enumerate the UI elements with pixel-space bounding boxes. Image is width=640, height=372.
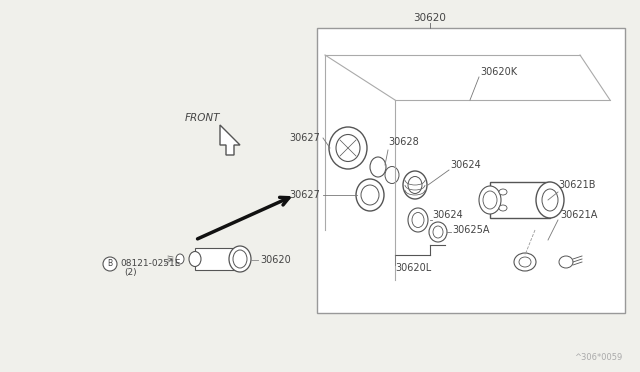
Text: 30624: 30624	[450, 160, 481, 170]
Text: 30621A: 30621A	[560, 210, 597, 220]
Text: 30620L: 30620L	[395, 263, 431, 273]
Bar	[490, 182, 550, 218]
Ellipse shape	[499, 189, 507, 195]
Text: 08121-0251E: 08121-0251E	[120, 260, 180, 269]
Text: 30624: 30624	[432, 210, 463, 220]
Ellipse shape	[403, 171, 427, 199]
Text: FRONT: FRONT	[185, 113, 221, 123]
Text: 30620K: 30620K	[480, 67, 517, 77]
Ellipse shape	[499, 205, 507, 211]
Ellipse shape	[370, 157, 386, 177]
Text: 30627: 30627	[289, 190, 320, 200]
Text: 30628: 30628	[388, 137, 419, 147]
Circle shape	[103, 257, 117, 271]
Ellipse shape	[361, 185, 379, 205]
Ellipse shape	[356, 179, 384, 211]
Bar	[195, 248, 240, 270]
Ellipse shape	[514, 253, 536, 271]
Ellipse shape	[229, 246, 251, 272]
Ellipse shape	[385, 167, 399, 183]
Ellipse shape	[233, 250, 247, 268]
Text: (2): (2)	[124, 269, 136, 278]
Ellipse shape	[429, 222, 447, 242]
Text: 30620: 30620	[260, 255, 291, 265]
Ellipse shape	[408, 208, 428, 232]
Ellipse shape	[542, 189, 558, 211]
Text: B: B	[108, 260, 113, 269]
Text: 30625A: 30625A	[452, 225, 490, 235]
Ellipse shape	[519, 257, 531, 267]
Ellipse shape	[433, 226, 443, 238]
Ellipse shape	[176, 254, 184, 264]
Ellipse shape	[408, 176, 422, 193]
Ellipse shape	[483, 191, 497, 209]
Ellipse shape	[189, 251, 201, 266]
Polygon shape	[220, 125, 240, 155]
Ellipse shape	[329, 127, 367, 169]
Bar	[317, 28, 625, 313]
Ellipse shape	[559, 256, 573, 268]
Ellipse shape	[536, 182, 564, 218]
Text: ^306*0059: ^306*0059	[573, 353, 622, 362]
Text: 30621B: 30621B	[558, 180, 595, 190]
Ellipse shape	[412, 212, 424, 228]
Ellipse shape	[479, 186, 501, 214]
Ellipse shape	[336, 135, 360, 161]
Text: 30620: 30620	[413, 13, 447, 23]
Text: 30627: 30627	[289, 133, 320, 143]
